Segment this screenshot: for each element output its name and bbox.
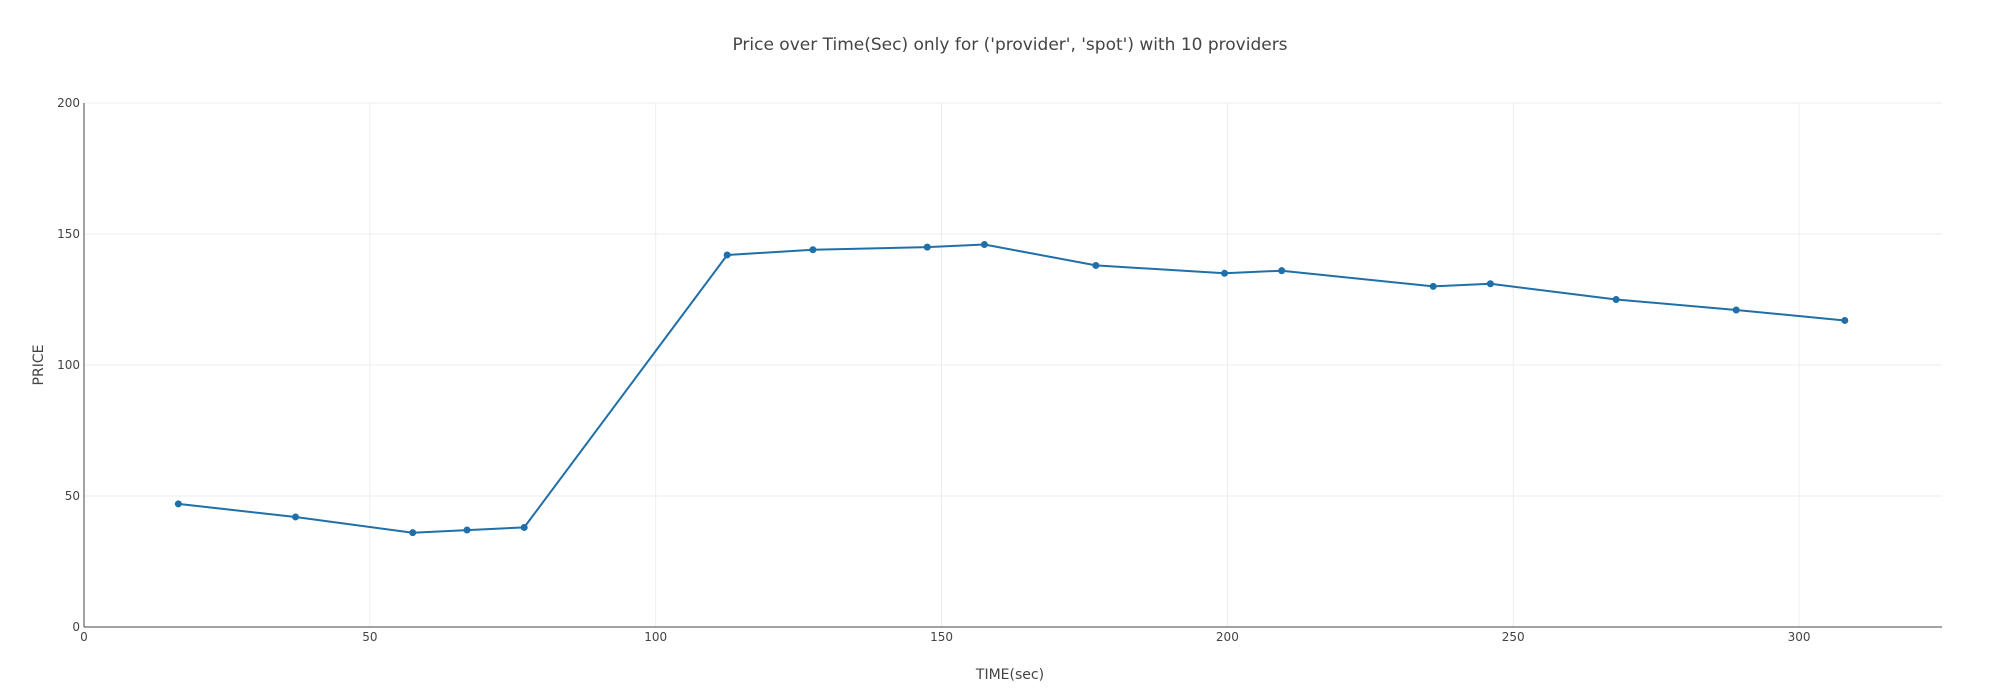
x-tick-label: 200	[1216, 630, 1239, 644]
x-axis-label: TIME(sec)	[975, 667, 1044, 683]
x-tick-label: 100	[644, 630, 667, 644]
data-point[interactable]	[1221, 269, 1229, 277]
series-line	[178, 243, 1845, 534]
y-tick-label: 200	[57, 96, 80, 110]
data-point[interactable]	[923, 243, 931, 251]
series-1	[174, 240, 1849, 537]
data-point[interactable]	[409, 529, 417, 537]
data-point[interactable]	[174, 500, 182, 508]
data-point[interactable]	[1732, 306, 1740, 314]
x-tick-label: 50	[362, 630, 377, 644]
data-point[interactable]	[1841, 316, 1849, 324]
y-tick-label: 50	[65, 489, 80, 503]
axes	[83, 103, 1942, 628]
data-point[interactable]	[1092, 261, 1100, 269]
data-point[interactable]	[520, 523, 528, 531]
x-tick-label: 150	[930, 630, 953, 644]
data-point[interactable]	[1612, 296, 1620, 303]
x-tick-label: 300	[1788, 630, 1811, 644]
data-point[interactable]	[980, 240, 988, 248]
data-point[interactable]	[1429, 282, 1437, 290]
x-tick-label: 250	[1502, 630, 1525, 644]
chart-title: Price over Time(Sec) only for ('provider…	[732, 35, 1287, 55]
data-point[interactable]	[292, 513, 300, 521]
x-tick-label: 0	[80, 630, 88, 644]
y-tick-label: 0	[72, 620, 80, 634]
y-tick-label: 100	[57, 358, 80, 372]
grid	[84, 102, 1942, 627]
tick-labels: 0 50 100 150 200 250 300 0 50 100 150 200	[57, 96, 1810, 644]
data-point[interactable]	[1278, 267, 1286, 275]
data-point[interactable]	[723, 251, 731, 259]
data-point[interactable]	[809, 246, 817, 254]
y-tick-label: 150	[57, 227, 80, 241]
data-point[interactable]	[463, 526, 471, 534]
y-axis-label: PRICE	[31, 345, 47, 386]
data-point[interactable]	[1486, 280, 1494, 288]
